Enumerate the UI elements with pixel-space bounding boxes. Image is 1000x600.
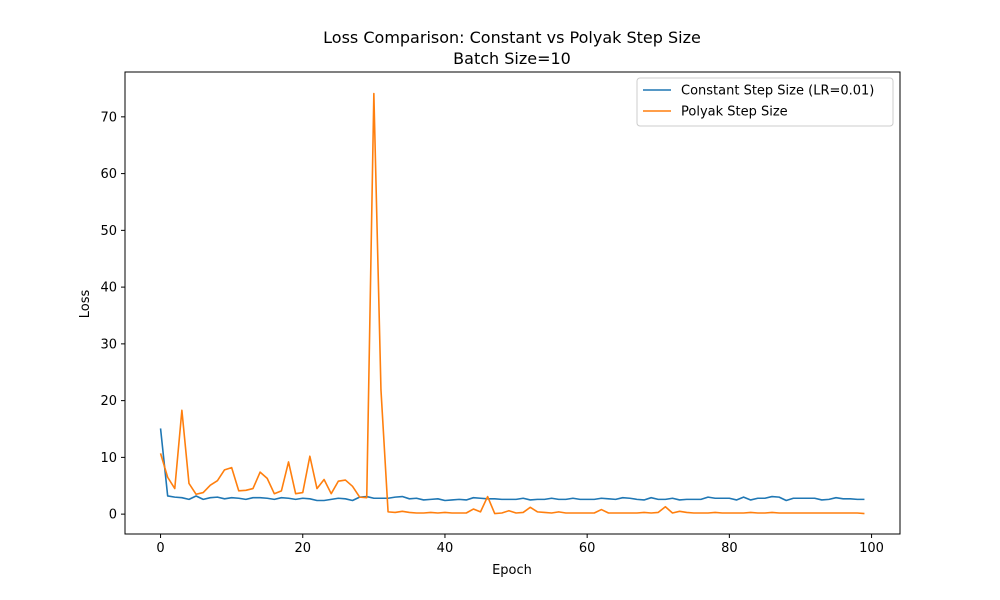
x-tick-label: 60 [579, 541, 596, 556]
x-axis-label: Epoch [492, 563, 532, 578]
y-tick-label: 50 [100, 224, 117, 239]
y-axis-label: Loss [78, 290, 93, 319]
legend-box [636, 77, 894, 127]
chart-subtitle: Batch Size=10 [453, 49, 571, 68]
x-axis: 0 20 40 60 80 100 [156, 534, 884, 556]
series-line-2 [159, 92, 865, 515]
y-tick-label: 60 [100, 167, 117, 182]
plot-area [159, 92, 865, 515]
chart-title: Loss Comparison: Constant vs Polyak Step… [323, 28, 701, 47]
y-tick-label: 30 [100, 337, 117, 352]
legend-label-1: Constant Step Size (LR=0.01) [681, 84, 874, 99]
y-axis: 0 10 20 30 40 50 60 70 [100, 110, 125, 523]
legend: Constant Step Size (LR=0.01) Polyak Step … [636, 77, 894, 127]
x-tick-label: 80 [721, 541, 738, 556]
y-tick-label: 70 [100, 110, 117, 125]
y-tick-label: 20 [100, 394, 117, 409]
x-tick-label: 100 [859, 541, 884, 556]
y-tick-label: 10 [100, 451, 117, 466]
legend-label-2: Polyak Step Size [681, 105, 788, 120]
x-tick-label: 20 [294, 541, 311, 556]
x-tick-label: 0 [156, 541, 164, 556]
series-line-1 [159, 428, 865, 502]
y-tick-label: 0 [109, 508, 117, 523]
x-tick-label: 40 [437, 541, 454, 556]
plot-frame [124, 71, 901, 535]
y-tick-label: 40 [100, 281, 117, 296]
